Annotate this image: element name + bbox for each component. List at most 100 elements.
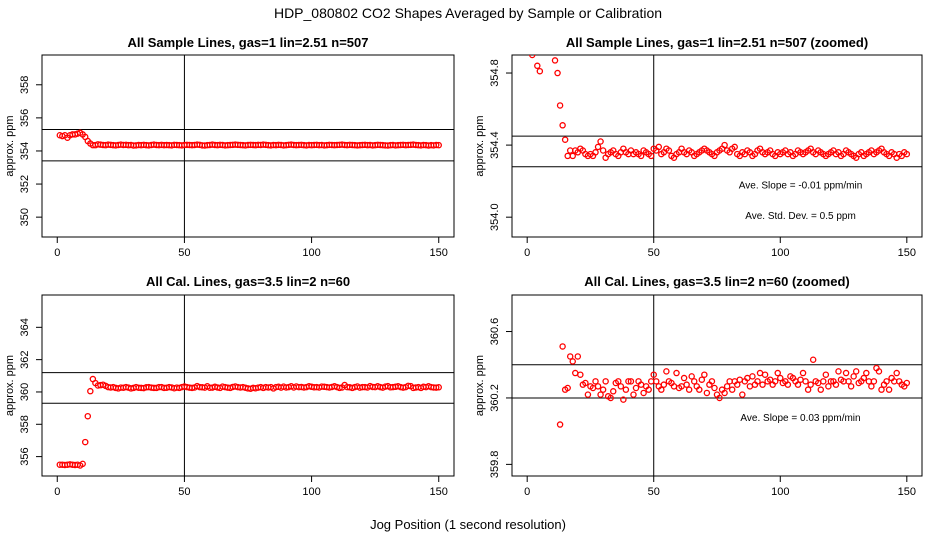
figure-x-label: Jog Position (1 second resolution) <box>370 517 566 532</box>
data-point <box>822 371 830 378</box>
y-tick-label: 356 <box>19 447 31 465</box>
data-point <box>566 353 574 360</box>
data-point <box>432 384 440 391</box>
x-tick-label: 100 <box>771 247 789 259</box>
data-point <box>728 386 736 393</box>
data-point <box>527 43 532 48</box>
data-point <box>551 57 559 64</box>
data-point <box>550 43 555 48</box>
x-tick-label: 50 <box>178 247 190 259</box>
plot-frame <box>511 294 923 477</box>
y-tick-label: 362 <box>19 350 31 368</box>
data-point <box>863 369 870 377</box>
x-tick-label: 150 <box>898 247 916 259</box>
data-point <box>569 358 576 365</box>
data-point <box>685 386 693 393</box>
data-point <box>655 143 663 151</box>
data-point <box>716 394 723 402</box>
data-point <box>594 383 602 390</box>
data-point <box>564 384 571 392</box>
data-point <box>703 389 711 397</box>
x-tick-label: 0 <box>54 486 60 498</box>
data-point <box>850 373 857 380</box>
data-point <box>878 386 885 393</box>
data-point <box>893 369 900 377</box>
data-point <box>804 386 812 393</box>
data-point <box>761 371 769 378</box>
annotation-text: Ave. Slope = -0.01 ppm/min <box>739 180 863 191</box>
chart-panel-2: All Sample Lines, gas=1 lin=2.51 n=507 (… <box>474 35 923 259</box>
y-tick-label: 354 <box>19 142 31 160</box>
data-point <box>820 378 827 385</box>
data-point <box>615 378 622 385</box>
x-tick-label: 150 <box>430 486 448 498</box>
data-point <box>584 391 592 398</box>
data-point <box>665 147 673 154</box>
data-point <box>903 150 911 158</box>
data-point <box>690 378 698 385</box>
data-point <box>528 55 536 59</box>
figure-title: HDP_080802 CO2 Shapes Averaged by Sample… <box>274 5 662 21</box>
data-point <box>617 383 625 390</box>
data-point <box>574 353 582 360</box>
x-tick-label: 50 <box>648 486 660 498</box>
panel-title: All Sample Lines, gas=1 lin=2.51 n=507 <box>128 35 369 50</box>
data-point <box>711 384 718 392</box>
data-point <box>827 378 835 385</box>
data-point <box>721 389 728 397</box>
data-point <box>607 394 614 402</box>
data-point <box>599 147 607 154</box>
data-point <box>799 369 807 377</box>
data-point <box>577 371 584 378</box>
data-point <box>754 378 761 385</box>
data-point <box>809 356 817 364</box>
data-point <box>540 43 545 48</box>
y-tick-label: 354.4 <box>489 131 501 159</box>
data-point <box>698 376 706 383</box>
data-point <box>625 378 632 385</box>
annotation-text: Ave. Std. Dev. = 0.5 ppm <box>745 211 856 222</box>
plot-frame <box>41 294 455 477</box>
chart-panel-4: All Cal. Lines, gas=3.5 lin=2 n=60 (zoom… <box>474 274 923 498</box>
data-point <box>594 143 602 151</box>
data-point <box>630 391 637 398</box>
data-point <box>645 386 652 393</box>
y-tick-label: 354.8 <box>489 59 501 87</box>
data-point <box>777 374 784 382</box>
data-point <box>825 383 832 390</box>
data-point <box>632 384 640 392</box>
data-point <box>79 460 86 468</box>
data-point <box>802 378 809 385</box>
x-tick-label: 0 <box>524 486 530 498</box>
x-tick-label: 0 <box>524 247 530 259</box>
data-point <box>696 386 703 393</box>
y-axis-label: approx. ppm <box>4 355 16 416</box>
data-point <box>435 384 442 391</box>
data-point <box>81 438 89 446</box>
data-point <box>771 378 779 385</box>
y-tick-label: 356 <box>19 109 31 127</box>
data-point <box>903 379 911 387</box>
chart-panel-3: All Cal. Lines, gas=3.5 lin=2 n=60 0 50 100… <box>4 274 455 498</box>
data-point <box>650 371 657 378</box>
data-point <box>759 381 766 388</box>
data-point <box>794 381 802 388</box>
data-point <box>556 421 564 428</box>
y-tick-label: 358 <box>19 76 31 94</box>
data-point <box>733 381 741 388</box>
data-point <box>807 381 814 388</box>
data-point <box>749 373 756 380</box>
y-tick-label: 350 <box>19 208 31 226</box>
y-axis-label: approx. ppm <box>474 115 486 176</box>
data-point <box>842 369 850 377</box>
y-axis-label: approx. ppm <box>474 355 486 416</box>
data-point <box>658 386 665 393</box>
y-tick-label: 360.6 <box>489 318 501 346</box>
x-tick-label: 150 <box>430 247 448 259</box>
data-point <box>620 396 627 403</box>
x-tick-label: 100 <box>302 247 320 259</box>
data-point <box>582 379 589 387</box>
y-tick-label: 360 <box>19 383 31 401</box>
data-point <box>559 122 566 129</box>
